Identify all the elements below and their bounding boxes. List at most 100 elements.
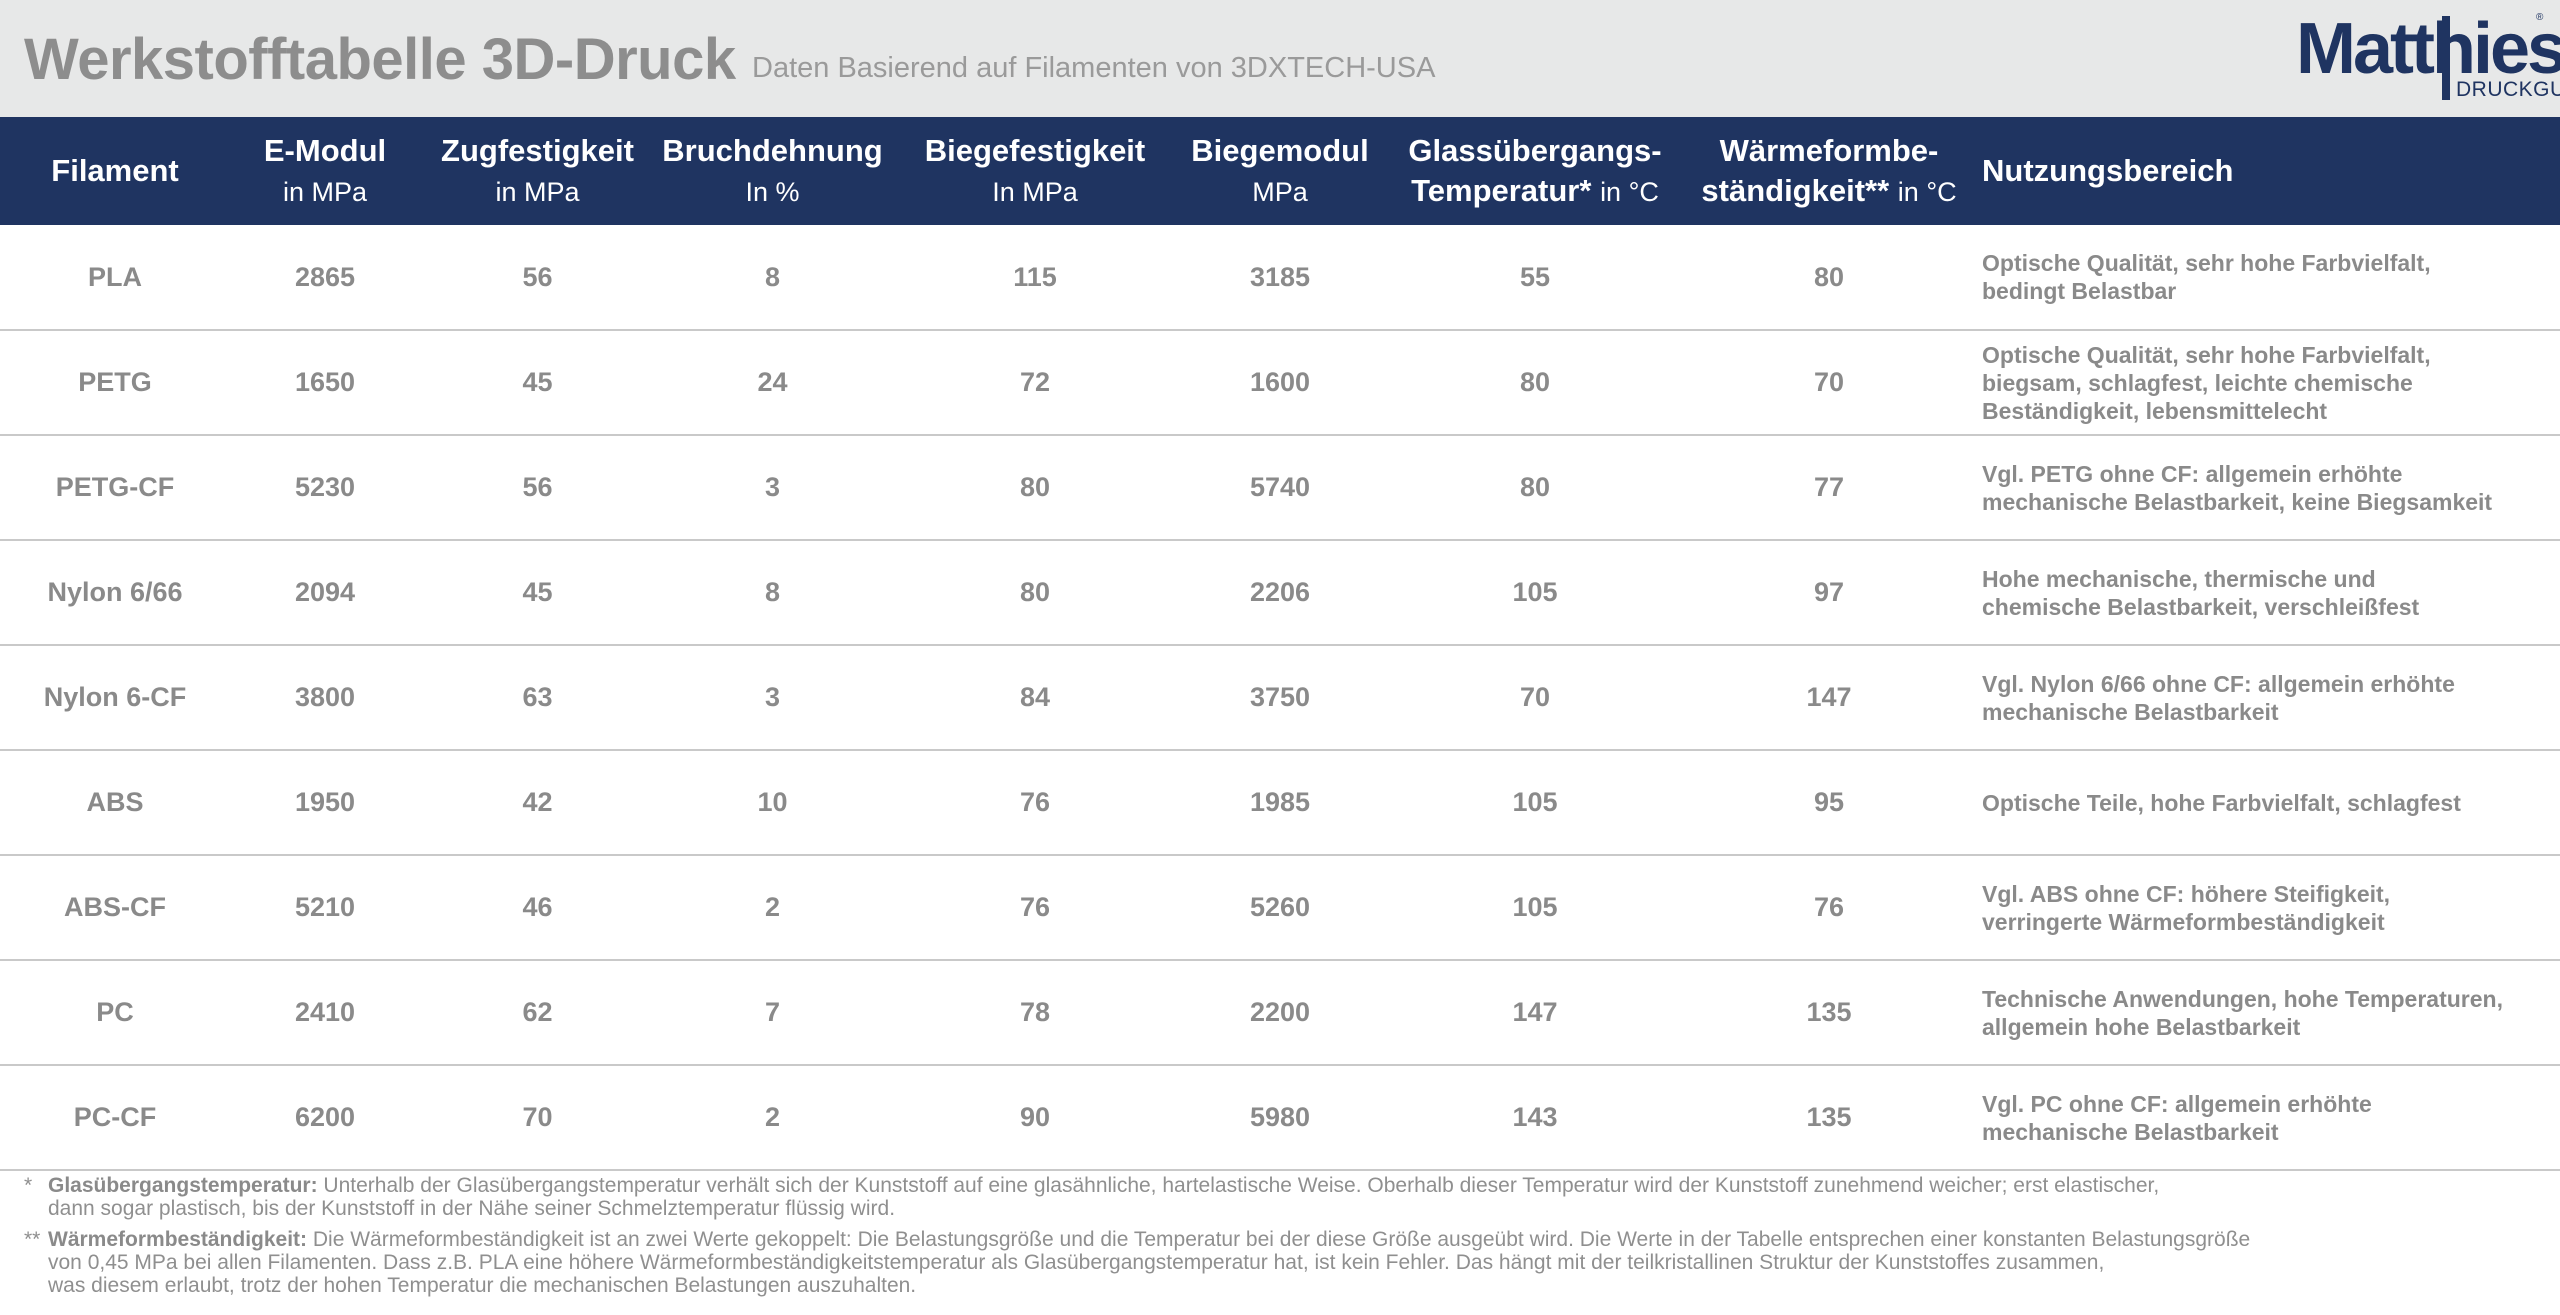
col-header-biegemodul: Biegemodul MPa — [1191, 132, 1369, 207]
cell-nutzungsbereich: Vgl. PETG ohne CF: allgemein erhöhte mech… — [1968, 435, 2560, 540]
usage-text-line: allgemein hohe Belastbarkeit — [1982, 1013, 2301, 1040]
usage-text-line: Hohe mechanische, thermische und — [1982, 565, 2376, 592]
table-body: PLA 2865 56 8 115 3185 55 80 Optische Qualität, … — [0, 225, 2560, 1170]
cell-biegefestigkeit: 80 — [1019, 577, 1051, 607]
cell-bruchdehnung: 2 — [764, 892, 781, 922]
cell-biegemodul: 5740 — [1249, 472, 1311, 502]
cell-emodul: 6200 — [294, 1102, 356, 1132]
cell-biegefestigkeit: 84 — [1019, 682, 1051, 712]
cell-glasuebergang: 70 — [1519, 682, 1551, 712]
footnotes: * Glasübergangstemperatur: Unterhalb der… — [24, 1174, 2534, 1305]
cell-waermeform: 77 — [1813, 472, 1845, 502]
cell-nutzungsbereich: Technische Anwendungen, hohe Temperature… — [1968, 960, 2560, 1065]
cell-biegemodul: 2200 — [1249, 997, 1311, 1027]
cell-filament: ABS — [86, 787, 144, 817]
cell-bruchdehnung: 8 — [764, 577, 781, 607]
cell-filament: ABS-CF — [64, 892, 166, 922]
cell-biegefestigkeit: 90 — [1019, 1102, 1051, 1132]
usage-text-line: Beständigkeit, lebensmittelecht — [1982, 397, 2328, 424]
col-header-zugfestigkeit: Zugfestigkeit in MPa — [441, 132, 634, 207]
table-row: PC 2410 62 7 78 2200 147 135 Technische Anwendun… — [0, 960, 2560, 1065]
cell-zugfestigkeit: 45 — [522, 367, 553, 397]
page-header: Werkstofftabelle 3D-Druck Daten Basieren… — [0, 0, 2560, 117]
footnote-glass-transition: * Glasübergangstemperatur: Unterhalb der… — [24, 1174, 2534, 1220]
cell-waermeform: 97 — [1813, 577, 1845, 607]
col-header-nutzungsbereich: Nutzungsbereich — [1982, 153, 2234, 188]
cell-filament: PC-CF — [73, 1102, 157, 1132]
cell-zugfestigkeit: 46 — [522, 892, 553, 922]
cell-zugfestigkeit: 62 — [522, 997, 553, 1027]
cell-emodul: 2410 — [294, 997, 356, 1027]
cell-glasuebergang: 105 — [1512, 577, 1558, 607]
usage-text-line: Optische Qualität, sehr hohe Farbvielfal… — [1982, 250, 2431, 276]
footnote-term: Glasübergangstemperatur: — [48, 1174, 318, 1197]
table-row: Nylon 6/66 2094 45 8 80 2206 105 97 Hohe mechani… — [0, 540, 2560, 645]
cell-biegefestigkeit: 76 — [1019, 892, 1051, 922]
cell-glasuebergang: 55 — [1519, 261, 1551, 292]
cell-bruchdehnung: 2 — [764, 1102, 781, 1132]
cell-biegefestigkeit: 115 — [1013, 261, 1057, 292]
cell-glasuebergang: 143 — [1512, 1102, 1558, 1132]
cell-biegemodul: 1600 — [1249, 367, 1311, 397]
cell-biegemodul: 3750 — [1249, 682, 1311, 712]
footnote-text: Unterhalb der Glasübergangstemperatur ve… — [323, 1174, 2160, 1197]
table-row: PETG-CF 5230 56 3 80 5740 80 77 Vgl. PETG ohne C… — [0, 435, 2560, 540]
usage-text-line: mechanische Belastbarkeit — [1982, 1118, 2279, 1145]
cell-nutzungsbereich: Optische Qualität, sehr hohe Farbvielfal… — [1968, 330, 2560, 435]
usage-text-line: Vgl. ABS ohne CF: höhere Steifigkeit, — [1982, 880, 2391, 907]
cell-bruchdehnung: 3 — [764, 682, 781, 712]
cell-biegemodul: 1985 — [1249, 787, 1311, 817]
cell-emodul: 1650 — [294, 367, 356, 397]
col-header-bruchdehnung: Bruchdehnung In % — [662, 132, 883, 207]
footnote-text: von 0,45 MPa bei allen Filamenten. Dass … — [48, 1251, 2105, 1274]
cell-waermeform: 135 — [1806, 997, 1852, 1027]
cell-zugfestigkeit: 63 — [522, 682, 553, 712]
page-title: Werkstofftabelle 3D-Druck — [24, 27, 736, 92]
cell-bruchdehnung: 3 — [764, 472, 781, 502]
usage-text-line: chemische Belastbarkeit, verschleißfest — [1982, 593, 2420, 620]
cell-bruchdehnung: 10 — [757, 787, 788, 817]
usage-text-line: biegsam, schlagfest, leichte chemische — [1982, 369, 2413, 396]
cell-nutzungsbereich: Hohe mechanische, thermische und chemisch… — [1968, 540, 2560, 645]
usage-text-line: Vgl. PETG ohne CF: allgemein erhöhte — [1982, 460, 2403, 487]
col-header-filament: Filament — [51, 153, 179, 188]
cell-emodul: 5210 — [294, 892, 356, 922]
cell-filament: Nylon 6/66 — [47, 577, 183, 607]
usage-text-line: bedingt Belastbar — [1982, 278, 2177, 304]
footnote-text: dann sogar plastisch, bis der Kunststoff… — [48, 1197, 896, 1220]
cell-nutzungsbereich: Vgl. PC ohne CF: allgemein erhöhte mechan… — [1968, 1065, 2560, 1170]
page-subtitle: Daten Basierend auf Filamenten von 3DXTE… — [752, 52, 1436, 84]
cell-nutzungsbereich: Vgl. ABS ohne CF: höhere Steifigkeit, ver… — [1968, 855, 2560, 960]
cell-zugfestigkeit: 42 — [522, 787, 553, 817]
cell-biegefestigkeit: 72 — [1019, 367, 1051, 397]
company-logo: Matthies DRUCKGUSS ® — [2296, 9, 2560, 104]
cell-biegemodul: 2206 — [1249, 577, 1311, 607]
table-row: ABS-CF 5210 46 2 76 5260 105 76 Vgl. ABS ohne CF… — [0, 855, 2560, 960]
usage-text-line: mechanische Belastbarkeit — [1982, 698, 2279, 725]
cell-waermeform: 80 — [1813, 261, 1845, 292]
col-header-emodul: E-Modul in MPa — [263, 132, 387, 207]
cell-nutzungsbereich: Vgl. Nylon 6/66 ohne CF: allgemein erhöh… — [1968, 645, 2560, 750]
cell-glasuebergang: 105 — [1512, 787, 1558, 817]
cell-filament: PLA — [88, 261, 142, 292]
cell-waermeform: 76 — [1813, 892, 1845, 922]
usage-text-line: verringerte Wärmeformbeständigkeit — [1982, 908, 2385, 935]
cell-filament: PC — [96, 997, 134, 1027]
cell-zugfestigkeit: 45 — [522, 577, 553, 607]
cell-emodul: 2865 — [294, 261, 356, 292]
cell-waermeform: 70 — [1813, 367, 1845, 397]
footnote-mark: * — [24, 1174, 33, 1197]
cell-zugfestigkeit: 56 — [522, 472, 553, 502]
cell-glasuebergang: 105 — [1512, 892, 1558, 922]
col-header-biegefestigkeit: Biegefestigkeit In MPa — [924, 132, 1146, 207]
cell-emodul: 5230 — [294, 472, 356, 502]
cell-biegemodul: 5260 — [1249, 892, 1311, 922]
cell-biegemodul: 3185 — [1249, 261, 1311, 292]
logo-wordmark: Matthies — [2296, 9, 2560, 89]
usage-text-line: mechanische Belastbarkeit, keine Biegsam… — [1982, 488, 2493, 515]
cell-glasuebergang: 147 — [1512, 997, 1558, 1027]
cell-emodul: 2094 — [294, 577, 356, 607]
col-header-waermeform: Wärmeformbe-ständigkeit** in °C — [1701, 132, 1957, 208]
logo-subtitle: DRUCKGUSS — [2456, 78, 2560, 101]
cell-glasuebergang: 80 — [1519, 367, 1551, 397]
